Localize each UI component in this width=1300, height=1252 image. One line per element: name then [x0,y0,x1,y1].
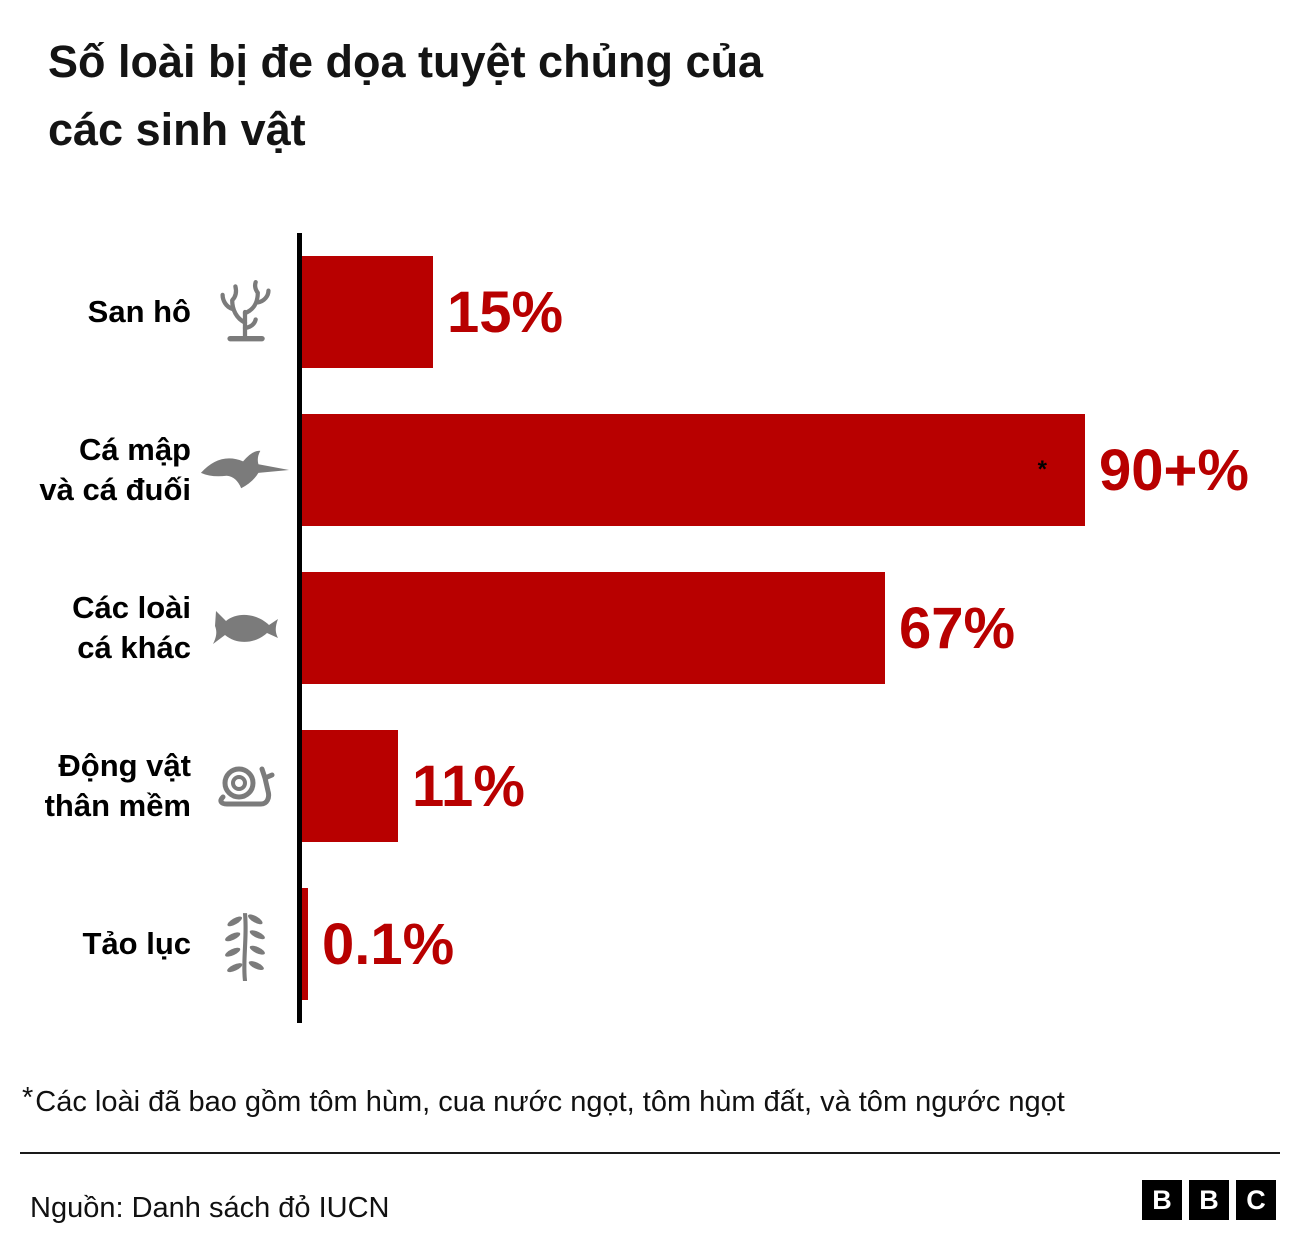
chart-row: Tảo lục 0.1% [0,865,1300,1023]
ray-icon [199,447,291,493]
value-label: 0.1% [322,911,455,977]
footnote: *Các loài đã bao gồm tôm hùm, cua nước n… [22,1082,1065,1119]
plot-area: 11% [297,707,1300,865]
value-label: 90+% [1099,437,1249,503]
footer-divider [20,1152,1280,1154]
seaweed-icon [199,907,291,981]
chart-rows: San hô 15% Cá mập và cá đuối * 90+% Các l… [0,233,1300,1023]
category-label: Cá mập và cá đuối [39,431,191,507]
bbc-logo-letter-b1: B [1142,1180,1182,1220]
plot-area: 67% [297,549,1300,707]
bar [302,572,885,684]
chart-title-line2: các sinh vật [48,103,306,155]
coral-icon [199,280,291,344]
category-label: Tảo lục [82,925,191,961]
category-label-area: Động vật thân mềm [0,707,297,865]
fish-icon [199,607,291,649]
bbc-logo-letter-b2: B [1189,1180,1229,1220]
category-label-area: San hô [0,233,297,391]
chart-row: Cá mập và cá đuối * 90+% [0,391,1300,549]
bbc-logo: B B C [1142,1180,1276,1220]
chart-row: Động vật thân mềm 11% [0,707,1300,865]
footnote-text: Các loài đã bao gồm tôm hùm, cua nước ng… [35,1086,1065,1118]
value-label: 11% [412,753,525,819]
chart-title-line1: Số loài bị đe dọa tuyệt chủng của [48,36,764,87]
plot-area: 0.1% [297,865,1300,1023]
chart-title: Số loài bị đe dọa tuyệt chủng của các si… [48,28,763,163]
bar [302,730,398,842]
bbc-logo-letter-c: C [1236,1180,1276,1220]
bar-chart: San hô 15% Cá mập và cá đuối * 90+% Các l… [0,233,1300,1023]
plot-area: * 90+% [297,391,1300,549]
bar [302,888,308,1000]
category-label-area: Cá mập và cá đuối [0,391,297,549]
bar: * [302,414,1085,526]
category-label: Động vật thân mềm [44,747,191,823]
plot-area: 15% [297,233,1300,391]
value-label: 15% [447,279,564,345]
category-label-area: Các loài cá khác [0,549,297,707]
category-label-area: Tảo lục [0,865,297,1023]
footnote-marker: * [1037,456,1047,483]
source-text: Nguồn: Danh sách đỏ IUCN [30,1192,390,1224]
footnote-asterisk: * [22,1082,34,1114]
value-label: 67% [899,595,1016,661]
bar [302,256,433,368]
category-label: San hô [87,293,191,329]
chart-row: San hô 15% [0,233,1300,391]
snail-icon [199,763,291,809]
chart-row: Các loài cá khác 67% [0,549,1300,707]
category-label: Các loài cá khác [72,589,191,665]
